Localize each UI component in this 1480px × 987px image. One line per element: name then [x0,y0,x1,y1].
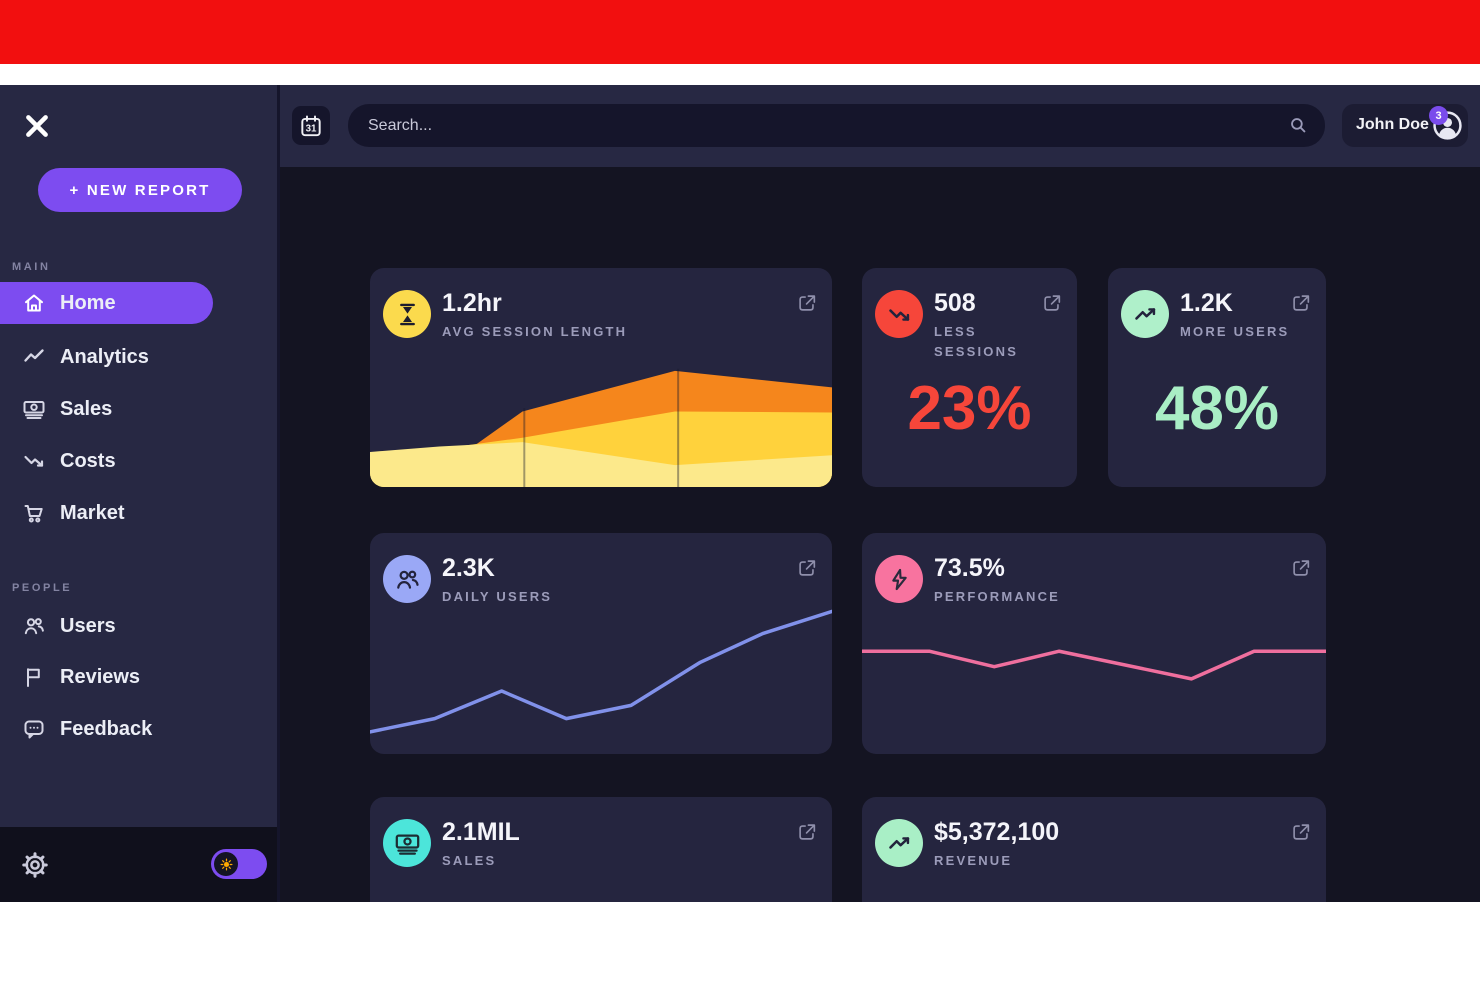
external-link-icon [1293,824,1310,840]
card-more-users: 1.2K MORE USERS 48% [1108,268,1326,487]
hourglass-icon [383,290,431,338]
external-link-icon [799,295,816,311]
sales-icon [23,401,45,419]
sidebar-item-label: Analytics [60,345,149,368]
sidebar-item-label: Users [60,614,116,637]
svg-text:31: 31 [306,123,317,134]
line-chart [862,533,1326,754]
card-performance: 73.5% PERFORMANCE [862,533,1326,754]
trend-up-icon [875,819,923,867]
card-value: $5,372,100 [934,818,1060,846]
market-icon [24,505,43,523]
card-value: 1.2hr [442,289,502,317]
sidebar-item-sales[interactable]: Sales [0,388,250,430]
external-link-button[interactable] [1290,292,1312,314]
sidebar-item-label: Reviews [60,665,141,688]
card-sales: 2.1MIL SALES [370,797,832,902]
search-icon[interactable] [1287,114,1309,136]
close-icon [26,115,48,137]
line-chart [370,533,832,754]
external-link-icon [1293,560,1310,576]
bolt-icon [875,555,923,603]
card-daily-users: 2.3K DAILY USERS [370,533,832,754]
dashboard-content: 1.2hr AVG SESSION LENGTH 508 LESS SESSIO… [280,167,1480,902]
external-link-button[interactable] [1290,557,1312,579]
card-label: SALES [442,853,497,868]
external-link-button[interactable] [796,821,818,843]
sidebar-item-label: Home [60,291,116,314]
sidebar-item-label: Costs [60,449,116,472]
sidebar-item-reviews[interactable]: Reviews [0,656,250,698]
card-value: 508 [934,289,976,317]
sidebar-item-users[interactable]: Users [0,605,250,647]
card-revenue: $5,372,100 REVENUE [862,797,1326,902]
users-icon [383,555,431,603]
sidebar-footer [0,827,277,902]
external-link-button[interactable] [1041,292,1063,314]
external-link-icon [799,560,816,576]
external-link-button[interactable] [796,292,818,314]
sun-icon [220,858,232,870]
card-value: 73.5% [934,554,1005,582]
trend-down-icon [875,290,923,338]
sidebar: + NEW REPORT MAIN Home Analytics Sales [0,85,280,902]
card-label: REVENUE [934,853,1013,868]
card-label: PERFORMANCE [934,589,1061,604]
sidebar-section-people-label: PEOPLE [12,582,73,594]
sidebar-item-analytics[interactable]: Analytics [0,336,250,378]
card-label: MORE USERS [1180,324,1290,339]
sidebar-item-label: Sales [60,397,113,420]
area-chart [370,268,832,487]
sidebar-item-market[interactable]: Market [0,492,250,534]
flag-icon [27,668,40,687]
close-sidebar-button[interactable] [22,112,52,142]
card-label: AVG SESSION LENGTH [442,324,628,339]
theme-toggle-knob [214,852,238,876]
metric-percentage: 48% [1154,374,1280,443]
feedback-icon [24,720,44,739]
calendar-button[interactable]: 31 [292,106,330,145]
sidebar-item-home[interactable]: Home [0,282,213,324]
analytics-icon [24,349,44,362]
user-name: John Doe [1356,116,1429,133]
sidebar-item-label: Feedback [60,717,153,740]
card-label: LESS SESSIONS [934,324,1019,360]
external-link-button[interactable] [1290,821,1312,843]
dashboard-app: + NEW REPORT MAIN Home Analytics Sales [0,85,1480,902]
external-link-icon [1293,295,1310,311]
external-link-icon [1044,295,1061,311]
money-icon [383,819,431,867]
card-value: 1.2K [1180,289,1233,317]
card-less-sessions: 508 LESS SESSIONS 23% [862,268,1077,487]
sidebar-item-feedback[interactable]: Feedback [0,708,250,750]
users-icon [24,618,44,635]
calendar-icon: 31 [301,114,321,136]
trend-up-icon [1121,290,1169,338]
sidebar-item-label: Market [60,501,125,524]
card-value: 2.3K [442,554,495,582]
sidebar-item-costs[interactable]: Costs [0,440,250,482]
search-bar [348,104,1325,147]
home-icon [25,294,43,312]
user-menu[interactable]: John Doe 3 [1342,104,1468,147]
new-report-button[interactable]: + NEW REPORT [38,168,242,212]
notification-badge: 3 [1429,106,1448,125]
settings-button[interactable] [20,850,50,880]
search-input[interactable] [366,104,1266,147]
metric-percentage: 23% [907,374,1032,443]
card-avg-session-length: 1.2hr AVG SESSION LENGTH [370,268,832,487]
card-value: 2.1MIL [442,818,520,846]
gear-icon [22,852,48,878]
external-link-icon [799,824,816,840]
topbar: 31 John Doe 3 [280,85,1480,167]
sidebar-section-main-label: MAIN [12,261,51,273]
screen-recording-banner [0,0,1480,64]
card-label: DAILY USERS [442,589,553,604]
theme-toggle[interactable] [211,849,267,879]
costs-icon [24,455,44,467]
external-link-button[interactable] [796,557,818,579]
